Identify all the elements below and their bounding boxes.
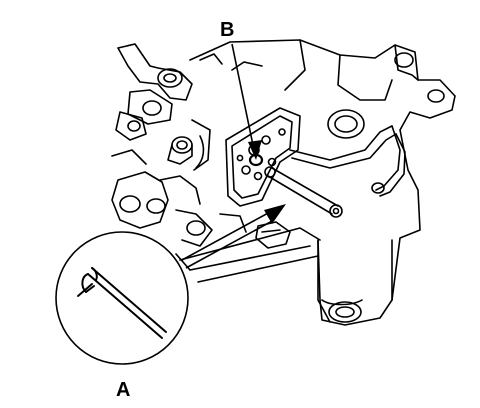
pin-sleeve	[264, 166, 343, 218]
small-clip	[255, 221, 291, 249]
valve-plate	[225, 107, 301, 207]
bolt-head	[167, 119, 211, 171]
housing-outline	[189, 39, 456, 326]
lower-body-lines	[175, 227, 321, 283]
cylinder-boss	[327, 52, 445, 323]
arrowhead-a-icon	[264, 204, 286, 224]
cotter-pin-detail	[77, 267, 167, 339]
callout-label-b: B	[220, 19, 235, 41]
bent-pipe	[289, 125, 406, 197]
leader-line-b	[231, 43, 255, 151]
callout-label-a: A	[116, 379, 131, 401]
arrowhead-b-icon	[248, 140, 262, 160]
detail-circle-a	[55, 231, 189, 365]
leader-arrow-a	[181, 211, 275, 269]
left-bracket	[115, 43, 263, 141]
